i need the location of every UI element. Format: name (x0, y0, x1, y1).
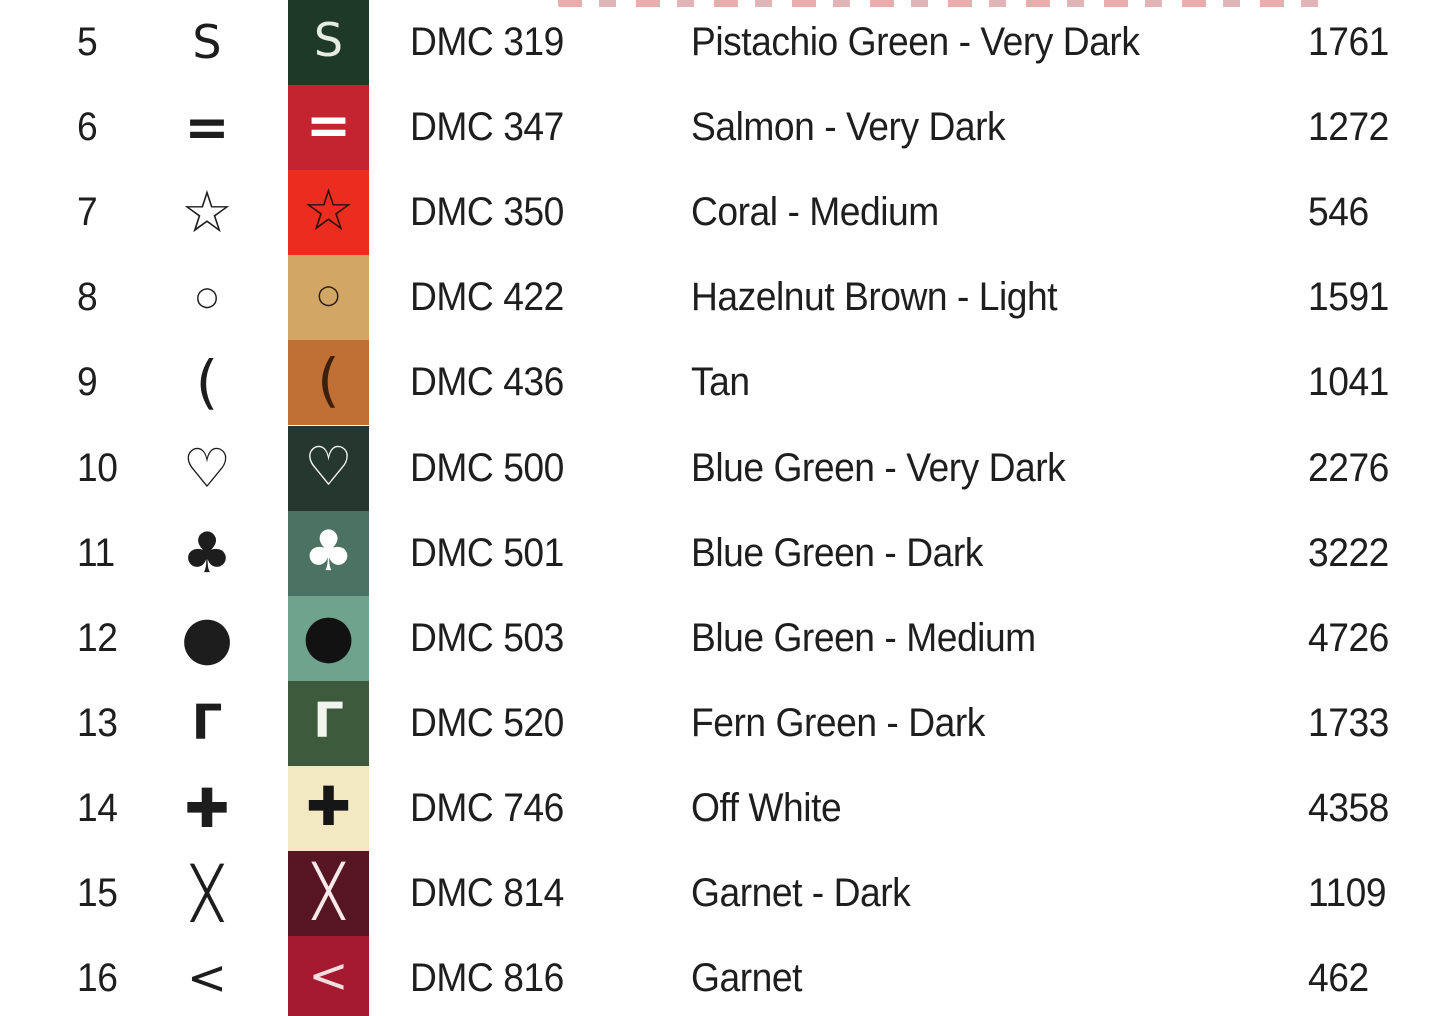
swatch-symbol: ( (317, 346, 340, 415)
color-name: Salmon - Very Dark (691, 105, 1006, 150)
legend-row: 14 ✚ ✚ DMC 746 Off White 4358 (0, 765, 1445, 851)
legend-row: 5 S S DMC 319 Pistachio Green - Very Dar… (0, 0, 1445, 86)
stitch-count: 546 (1308, 190, 1369, 235)
stitch-symbol: < (186, 950, 228, 1007)
row-number: 6 (77, 105, 98, 150)
dmc-code: DMC 814 (410, 871, 564, 915)
dmc-code: DMC 520 (410, 700, 564, 745)
row-number: 14 (77, 785, 118, 830)
color-name: Blue Green - Dark (691, 530, 983, 575)
swatch-symbol: < (308, 948, 349, 1005)
dmc-code: DMC 746 (410, 785, 564, 830)
row-number: 8 (77, 275, 98, 320)
dmc-code: DMC 503 (410, 615, 564, 660)
color-name: Blue Green - Very Dark (691, 445, 1066, 490)
dmc-code: DMC 422 (410, 275, 564, 320)
stitch-symbol: ○ (195, 282, 219, 313)
legend-row: 16 < < DMC 816 Garnet 462 (0, 936, 1445, 1016)
stitch-symbol: Γ (191, 694, 223, 751)
stitch-count: 4358 (1308, 785, 1389, 830)
stitch-symbol: ♣ (181, 520, 233, 586)
color-swatch: ☆ (288, 170, 369, 256)
swatch-symbol: ☆ (302, 176, 355, 245)
dmc-code: DMC 436 (410, 360, 564, 405)
color-name: Coral - Medium (691, 190, 939, 235)
color-swatch: ○ (288, 255, 369, 341)
color-name: Hazelnut Brown - Light (691, 275, 1058, 320)
color-swatch: ╳ (288, 851, 369, 937)
swatch-symbol: ♡ (304, 434, 353, 498)
clipped-row-fragments (558, 0, 1333, 7)
color-swatch: ♡ (288, 425, 369, 511)
swatch-symbol: Γ (313, 692, 344, 749)
swatch-symbol: ○ (317, 280, 340, 311)
color-name: Fern Green - Dark (691, 700, 985, 745)
swatch-symbol: ✚ (305, 774, 352, 838)
stitch-count: 1272 (1308, 105, 1389, 150)
stitch-symbol: = (184, 96, 230, 160)
swatch-symbol: ♣ (303, 518, 354, 584)
dmc-code: DMC 501 (410, 530, 564, 575)
stitch-symbol: ● (180, 602, 234, 673)
color-swatch: = (288, 85, 369, 171)
stitch-count: 1041 (1308, 360, 1389, 405)
color-swatch: ♣ (288, 510, 369, 596)
swatch-symbol: S (313, 13, 344, 67)
stitch-count: 1591 (1308, 275, 1389, 320)
row-number: 13 (77, 700, 118, 745)
row-number: 9 (77, 360, 98, 405)
legend-row: 13 Γ Γ DMC 520 Fern Green - Dark 1733 (0, 680, 1445, 766)
color-swatch: Γ (288, 680, 369, 766)
color-name: Blue Green - Medium (691, 615, 1036, 660)
stitch-count: 2276 (1308, 445, 1389, 490)
swatch-symbol: ● (302, 600, 355, 671)
color-name: Garnet (691, 956, 802, 1001)
swatch-symbol: = (305, 94, 352, 158)
stitch-symbol: ✚ (184, 776, 230, 840)
row-number: 5 (77, 20, 98, 64)
stitch-symbol: ♡ (182, 436, 232, 500)
legend-row: 9 ( ( DMC 436 Tan 1041 (0, 340, 1445, 426)
dmc-code: DMC 816 (410, 956, 564, 1001)
color-name: Tan (691, 360, 750, 405)
color-swatch: ✚ (288, 765, 369, 851)
color-swatch: ● (288, 595, 369, 681)
color-swatch: ( (288, 340, 369, 426)
stitch-count: 4726 (1308, 615, 1389, 660)
stitch-count: 462 (1308, 956, 1369, 1001)
dmc-code: DMC 350 (410, 190, 564, 235)
row-number: 15 (77, 871, 118, 915)
color-name: Off White (691, 785, 842, 830)
legend-row: 15 ╳ ╳ DMC 814 Garnet - Dark 1109 (0, 851, 1445, 937)
stitch-symbol: ╳ (191, 864, 223, 922)
legend-row: 8 ○ ○ DMC 422 Hazelnut Brown - Light 159… (0, 255, 1445, 341)
color-swatch: < (288, 936, 369, 1016)
color-swatch: S (288, 0, 369, 86)
row-number: 10 (77, 445, 118, 490)
stitch-symbol: ( (195, 348, 219, 417)
stitch-symbol: ☆ (181, 178, 233, 247)
dmc-code: DMC 347 (410, 105, 564, 150)
row-number: 7 (77, 190, 98, 235)
legend-row: 11 ♣ ♣ DMC 501 Blue Green - Dark 3222 (0, 510, 1445, 596)
row-number: 12 (77, 615, 118, 660)
legend-row: 6 = = DMC 347 Salmon - Very Dark 1272 (0, 85, 1445, 171)
legend-row: 10 ♡ ♡ DMC 500 Blue Green - Very Dark 22… (0, 425, 1445, 511)
stitch-count: 1733 (1308, 700, 1389, 745)
dmc-code: DMC 319 (410, 20, 564, 64)
row-number: 11 (77, 530, 115, 575)
stitch-count: 1761 (1308, 20, 1389, 64)
color-name: Garnet - Dark (691, 871, 911, 915)
stitch-count: 1109 (1308, 871, 1387, 915)
row-number: 16 (77, 956, 118, 1001)
swatch-symbol: ╳ (313, 862, 344, 920)
color-name: Pistachio Green - Very Dark (691, 20, 1140, 64)
stitch-count: 3222 (1308, 530, 1389, 575)
dmc-code: DMC 500 (410, 445, 564, 490)
legend-row: 12 ● ● DMC 503 Blue Green - Medium 4726 (0, 595, 1445, 681)
stitch-symbol: S (192, 15, 222, 69)
legend-row: 7 ☆ ☆ DMC 350 Coral - Medium 546 (0, 170, 1445, 256)
